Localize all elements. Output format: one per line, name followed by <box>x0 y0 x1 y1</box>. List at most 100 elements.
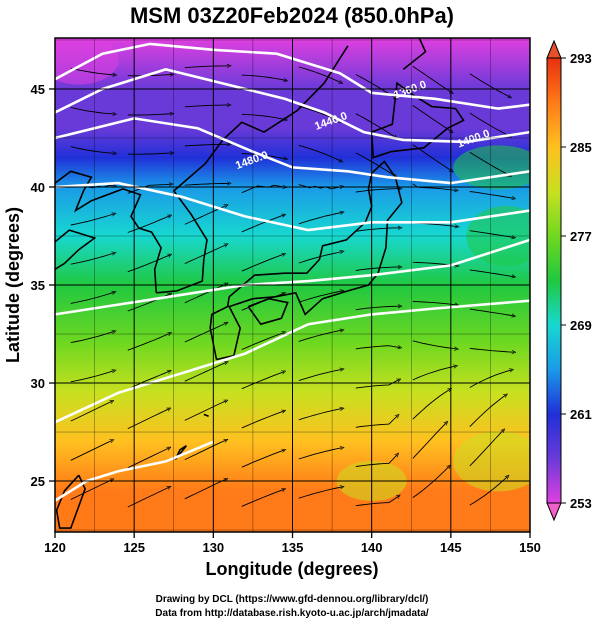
colorbar-tick-label: 261 <box>570 407 592 422</box>
streamline <box>355 228 400 232</box>
streamline <box>70 253 114 265</box>
streamline <box>469 269 514 277</box>
streamline <box>412 466 449 498</box>
streamline <box>184 144 229 147</box>
streamline <box>127 409 169 430</box>
streamline <box>184 362 227 382</box>
streamline <box>412 366 456 381</box>
streamline <box>355 267 400 271</box>
chart-title: MSM 03Z20Feb2024 (850.0hPa) <box>130 3 454 28</box>
streamline <box>70 67 115 75</box>
coastline-segment <box>174 445 188 461</box>
streamline <box>355 306 400 311</box>
streamline <box>241 489 284 507</box>
streamline <box>469 151 510 175</box>
streamline <box>184 323 227 343</box>
streamline <box>127 184 171 194</box>
x-tick-label: 125 <box>123 540 145 555</box>
coastline-segment <box>55 474 86 529</box>
coastline-segment <box>156 45 349 294</box>
streamline <box>412 340 457 349</box>
coastline-segment <box>55 170 162 293</box>
streamline <box>70 292 114 304</box>
streamline <box>184 284 227 304</box>
streamline <box>184 245 227 265</box>
streamlines <box>70 66 514 508</box>
streamline <box>70 401 112 422</box>
streamline <box>355 189 400 193</box>
streamline <box>70 440 112 461</box>
streamline <box>469 395 506 428</box>
streamline <box>298 212 342 225</box>
height-contour <box>55 238 530 316</box>
colorbar-ticks: 293 285 277 269 261 253 <box>561 51 592 511</box>
streamline <box>355 454 398 467</box>
streamline <box>241 74 286 80</box>
colorbar-tick-label: 269 <box>570 318 592 333</box>
streamline <box>127 216 170 233</box>
y-tick-label: 25 <box>31 474 45 489</box>
streamline <box>298 448 342 460</box>
streamline <box>355 496 399 507</box>
x-tick-label: 140 <box>361 540 383 555</box>
streamline <box>241 215 284 233</box>
colorbar-upper-extend <box>546 39 562 59</box>
colorbar-tick-label: 293 <box>570 51 592 66</box>
streamline <box>184 105 229 108</box>
y-axis: 25 30 35 40 45 <box>31 82 55 489</box>
streamline <box>241 333 284 350</box>
y-axis-label: Latitude (degrees) <box>3 207 23 363</box>
streamline <box>127 487 169 508</box>
streamline <box>298 330 342 342</box>
streamline <box>298 409 342 421</box>
coastline-segment <box>209 160 403 361</box>
streamline <box>469 430 504 467</box>
streamline <box>127 371 170 390</box>
streamline <box>184 66 229 69</box>
streamline <box>70 480 112 500</box>
colorbar-tick-label: 285 <box>570 140 592 155</box>
streamline <box>355 416 398 428</box>
streamline <box>469 191 514 199</box>
streamline <box>184 479 226 500</box>
streamline <box>469 347 514 352</box>
streamline <box>127 255 170 273</box>
streamline <box>241 372 284 390</box>
streamline <box>298 144 341 161</box>
x-tick-label: 130 <box>202 540 224 555</box>
streamline <box>355 346 400 350</box>
streamline <box>241 254 284 272</box>
colorbar-tick-label: 253 <box>570 496 592 511</box>
streamline <box>355 152 396 177</box>
y-tick-label: 30 <box>31 376 45 391</box>
streamline <box>412 105 452 132</box>
streamline <box>241 411 284 429</box>
streamline <box>70 214 114 226</box>
streamline <box>412 389 450 420</box>
height-contour <box>55 440 214 502</box>
coastline-segment <box>247 297 289 326</box>
colorbar-bar <box>546 57 562 504</box>
streamline <box>469 112 510 136</box>
streamline <box>298 487 342 499</box>
streamline <box>184 440 226 461</box>
credit-drawing: Drawing by DCL (https://www.gfd-dennou.o… <box>156 594 429 605</box>
streamline <box>127 448 169 469</box>
streamline <box>184 401 226 421</box>
streamline <box>184 183 229 186</box>
streamline <box>298 66 341 83</box>
x-tick-label: 145 <box>440 540 462 555</box>
streamline <box>355 113 396 138</box>
streamline <box>127 153 172 154</box>
streamline <box>298 369 342 382</box>
streamline <box>412 301 457 306</box>
colorbar: 293 285 277 269 261 253 <box>546 39 592 522</box>
streamline <box>469 308 514 316</box>
streamline <box>412 423 447 459</box>
streamline <box>127 114 172 115</box>
streamline <box>70 146 115 154</box>
colorbar-lower-extend <box>546 502 562 522</box>
streamline <box>241 113 286 119</box>
streamline <box>469 477 508 506</box>
grid <box>55 38 530 532</box>
